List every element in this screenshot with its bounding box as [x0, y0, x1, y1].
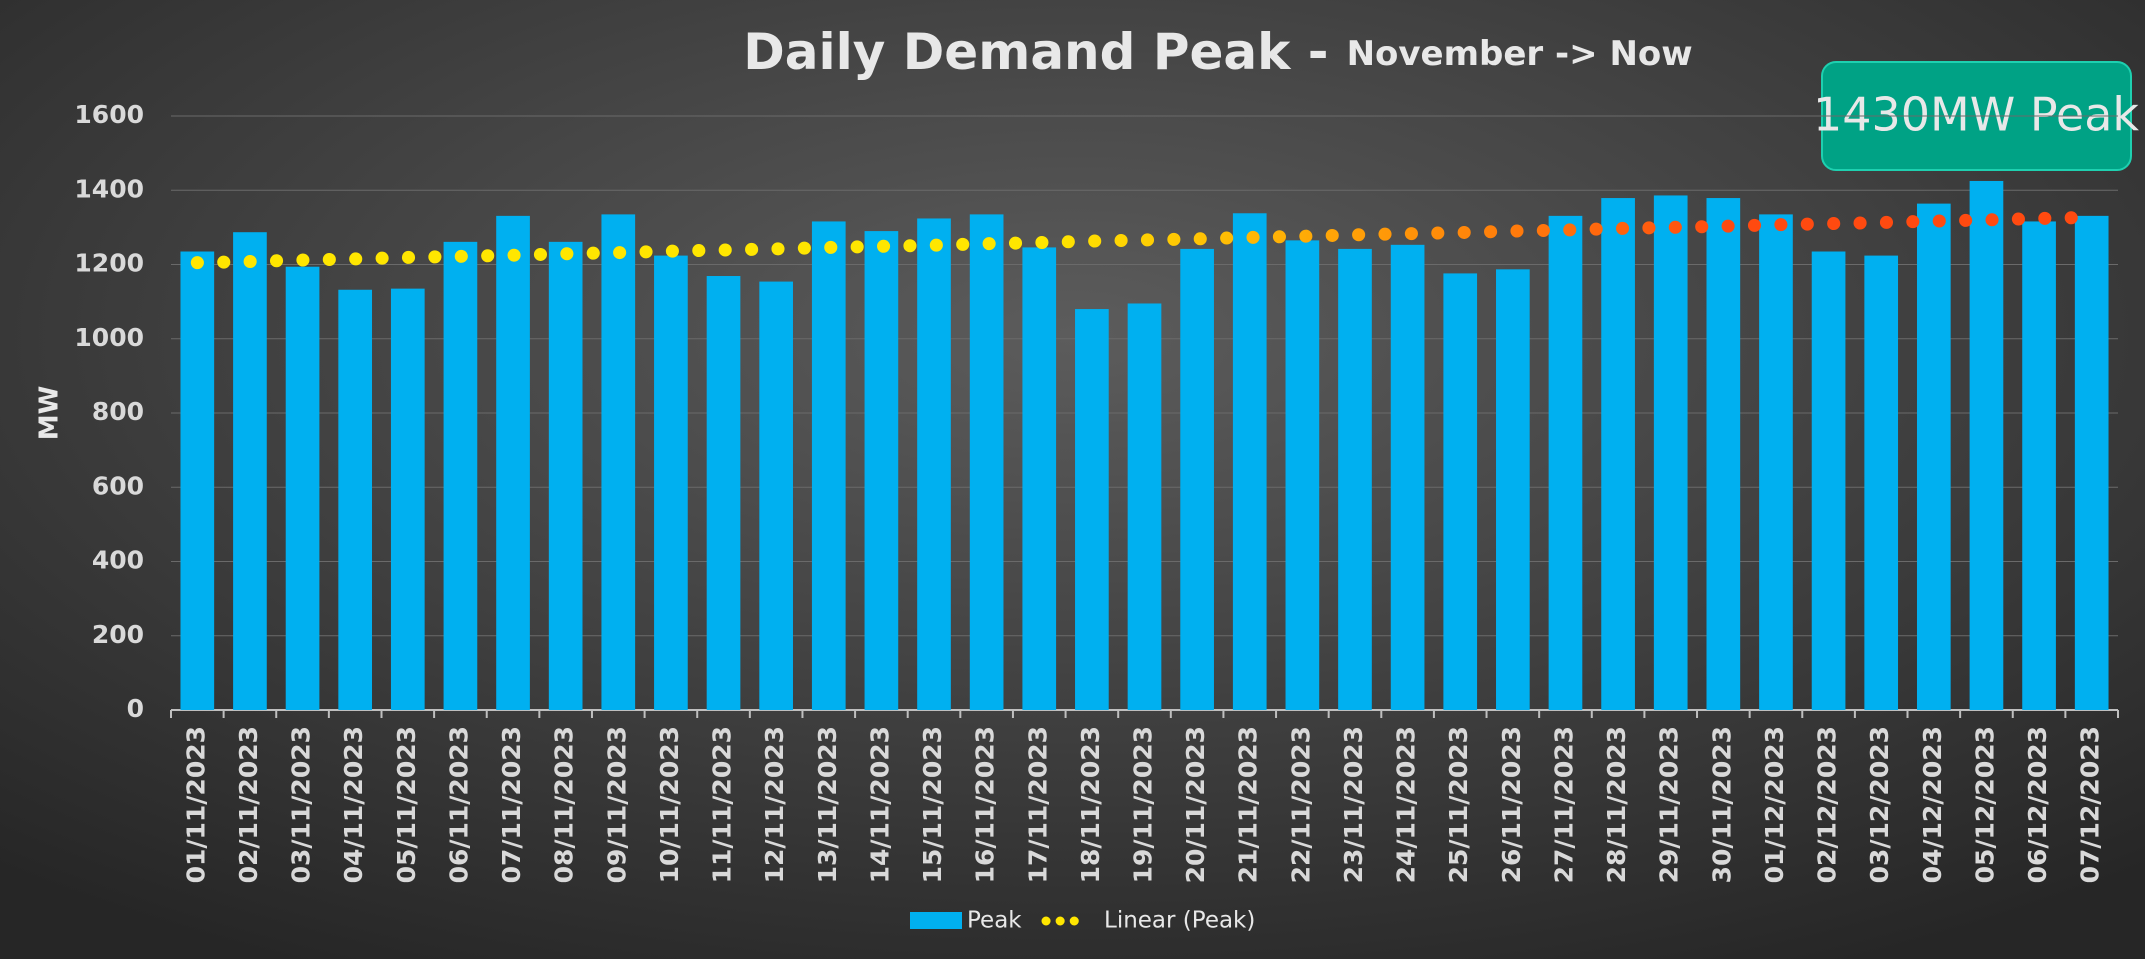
x-tick-label: 04/11/2023 — [339, 726, 368, 883]
bar — [1127, 303, 1162, 710]
bar — [443, 241, 478, 710]
bar — [1759, 214, 1793, 710]
bar — [2022, 221, 2056, 710]
bar — [390, 288, 425, 710]
bar — [1338, 248, 1372, 710]
y-tick-label: 600 — [92, 471, 144, 500]
x-tick-label: 14/11/2023 — [865, 726, 894, 883]
bar — [706, 276, 741, 710]
x-tick-label: 21/11/2023 — [1234, 726, 1263, 883]
legend-label: Peak — [967, 908, 1022, 934]
annotation: 1430MW Peak — [1813, 88, 2139, 142]
bar — [1601, 198, 1635, 710]
bar — [1916, 203, 1951, 711]
bar — [759, 281, 793, 710]
y-tick-label: 0 — [127, 694, 144, 723]
x-tick-label: 22/11/2023 — [1286, 726, 1315, 883]
title: Daily Demand Peak - — [743, 23, 1328, 81]
y-tick-label: 1000 — [74, 323, 144, 352]
x-tick-label: 04/12/2023 — [1918, 726, 1947, 883]
bar — [1075, 309, 1109, 710]
y-tick-label: 1400 — [74, 174, 144, 203]
x-tick-label: 28/11/2023 — [1602, 726, 1631, 883]
x-tick-label: 18/11/2023 — [1076, 726, 1105, 883]
x-tick-label: 05/12/2023 — [1970, 726, 1999, 883]
legend-label: Linear (Peak) — [1104, 908, 1255, 934]
x-tick-label: 07/11/2023 — [497, 726, 526, 883]
y-tick-label: 1600 — [74, 100, 144, 129]
x-tick-label: 16/11/2023 — [971, 726, 1000, 883]
x-tick-label: 19/11/2023 — [1129, 726, 1158, 883]
bar — [1969, 180, 2004, 710]
x-tick-label: 03/12/2023 — [1865, 726, 1894, 883]
bar — [917, 218, 951, 710]
x-tick-label: 30/11/2023 — [1707, 726, 1736, 883]
x-tick-label: 02/11/2023 — [234, 726, 263, 883]
y-axis-label: MW — [35, 386, 65, 441]
x-tick-label: 01/12/2023 — [1760, 726, 1789, 883]
bar — [285, 266, 320, 710]
subtitle: November -> Now — [1347, 34, 1693, 74]
x-tick-label: 05/11/2023 — [392, 726, 421, 883]
trend-line — [190, 210, 2099, 270]
bar — [1443, 273, 1478, 710]
bar — [864, 231, 899, 710]
bar — [811, 221, 846, 710]
x-tick-label: 15/11/2023 — [918, 726, 947, 883]
bar — [1390, 244, 1425, 711]
bar — [548, 241, 583, 710]
x-tick-label: 02/12/2023 — [1813, 726, 1842, 883]
x-tick-label: 23/11/2023 — [1339, 726, 1368, 883]
x-tick-label: 03/11/2023 — [287, 726, 316, 883]
y-tick-label: 1200 — [74, 249, 144, 278]
x-tick-label: 26/11/2023 — [1497, 726, 1526, 883]
bar — [1232, 213, 1267, 710]
bar — [1548, 215, 1583, 710]
x-tick-label: 09/11/2023 — [602, 726, 631, 883]
x-tick-label: 13/11/2023 — [813, 726, 842, 883]
bar — [1864, 255, 1899, 710]
bar — [338, 289, 373, 710]
x-tick-label: 25/11/2023 — [1444, 726, 1473, 883]
x-tick-label: 10/11/2023 — [655, 726, 684, 883]
y-tick-label: 400 — [92, 546, 144, 575]
bar — [1022, 247, 1057, 711]
y-tick-label: 200 — [92, 620, 144, 649]
x-tick-label: 20/11/2023 — [1181, 726, 1210, 883]
chart-title: Daily Demand Peak - November -> Now — [743, 23, 1692, 81]
bar — [180, 251, 215, 710]
x-tick-label: 27/11/2023 — [1549, 726, 1578, 883]
y-tick-label: 800 — [92, 397, 144, 426]
bar — [1706, 198, 1741, 710]
bar — [1811, 251, 1846, 710]
bar — [654, 255, 688, 710]
x-tick-label: 29/11/2023 — [1655, 726, 1684, 883]
bar — [1285, 240, 1320, 710]
bar — [496, 215, 530, 710]
x-tick-label: 11/11/2023 — [708, 726, 737, 883]
x-tick-label: 07/12/2023 — [2076, 726, 2105, 883]
x-tick-label: 12/11/2023 — [760, 726, 789, 883]
legend-swatch — [910, 912, 962, 929]
x-tick-label: 17/11/2023 — [1023, 726, 1052, 883]
bar — [601, 214, 636, 710]
x-tick-label: 01/11/2023 — [181, 726, 210, 883]
bar — [233, 232, 267, 711]
x-tick-label: 24/11/2023 — [1392, 726, 1421, 883]
bar — [2074, 215, 2109, 710]
bar — [1496, 269, 1530, 710]
x-tick-label: 06/12/2023 — [2023, 726, 2052, 883]
bar — [1180, 248, 1214, 710]
x-tick-label: 06/11/2023 — [444, 726, 473, 883]
bar — [1653, 195, 1688, 710]
bar — [969, 214, 1004, 710]
x-tick-label: 08/11/2023 — [550, 726, 579, 883]
